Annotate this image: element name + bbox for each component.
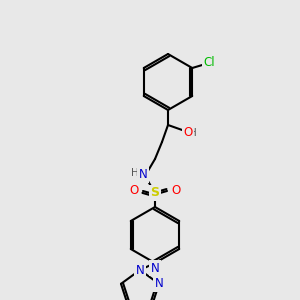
Text: O: O — [183, 127, 193, 140]
Text: S: S — [151, 187, 160, 200]
Text: N: N — [136, 263, 144, 277]
Text: N: N — [151, 262, 159, 275]
Text: N: N — [139, 169, 147, 182]
Text: Cl: Cl — [203, 56, 215, 70]
Text: H: H — [131, 168, 139, 178]
Text: N: N — [154, 277, 164, 290]
Text: O: O — [129, 184, 139, 197]
Text: O: O — [171, 184, 181, 197]
Text: H: H — [189, 128, 197, 138]
